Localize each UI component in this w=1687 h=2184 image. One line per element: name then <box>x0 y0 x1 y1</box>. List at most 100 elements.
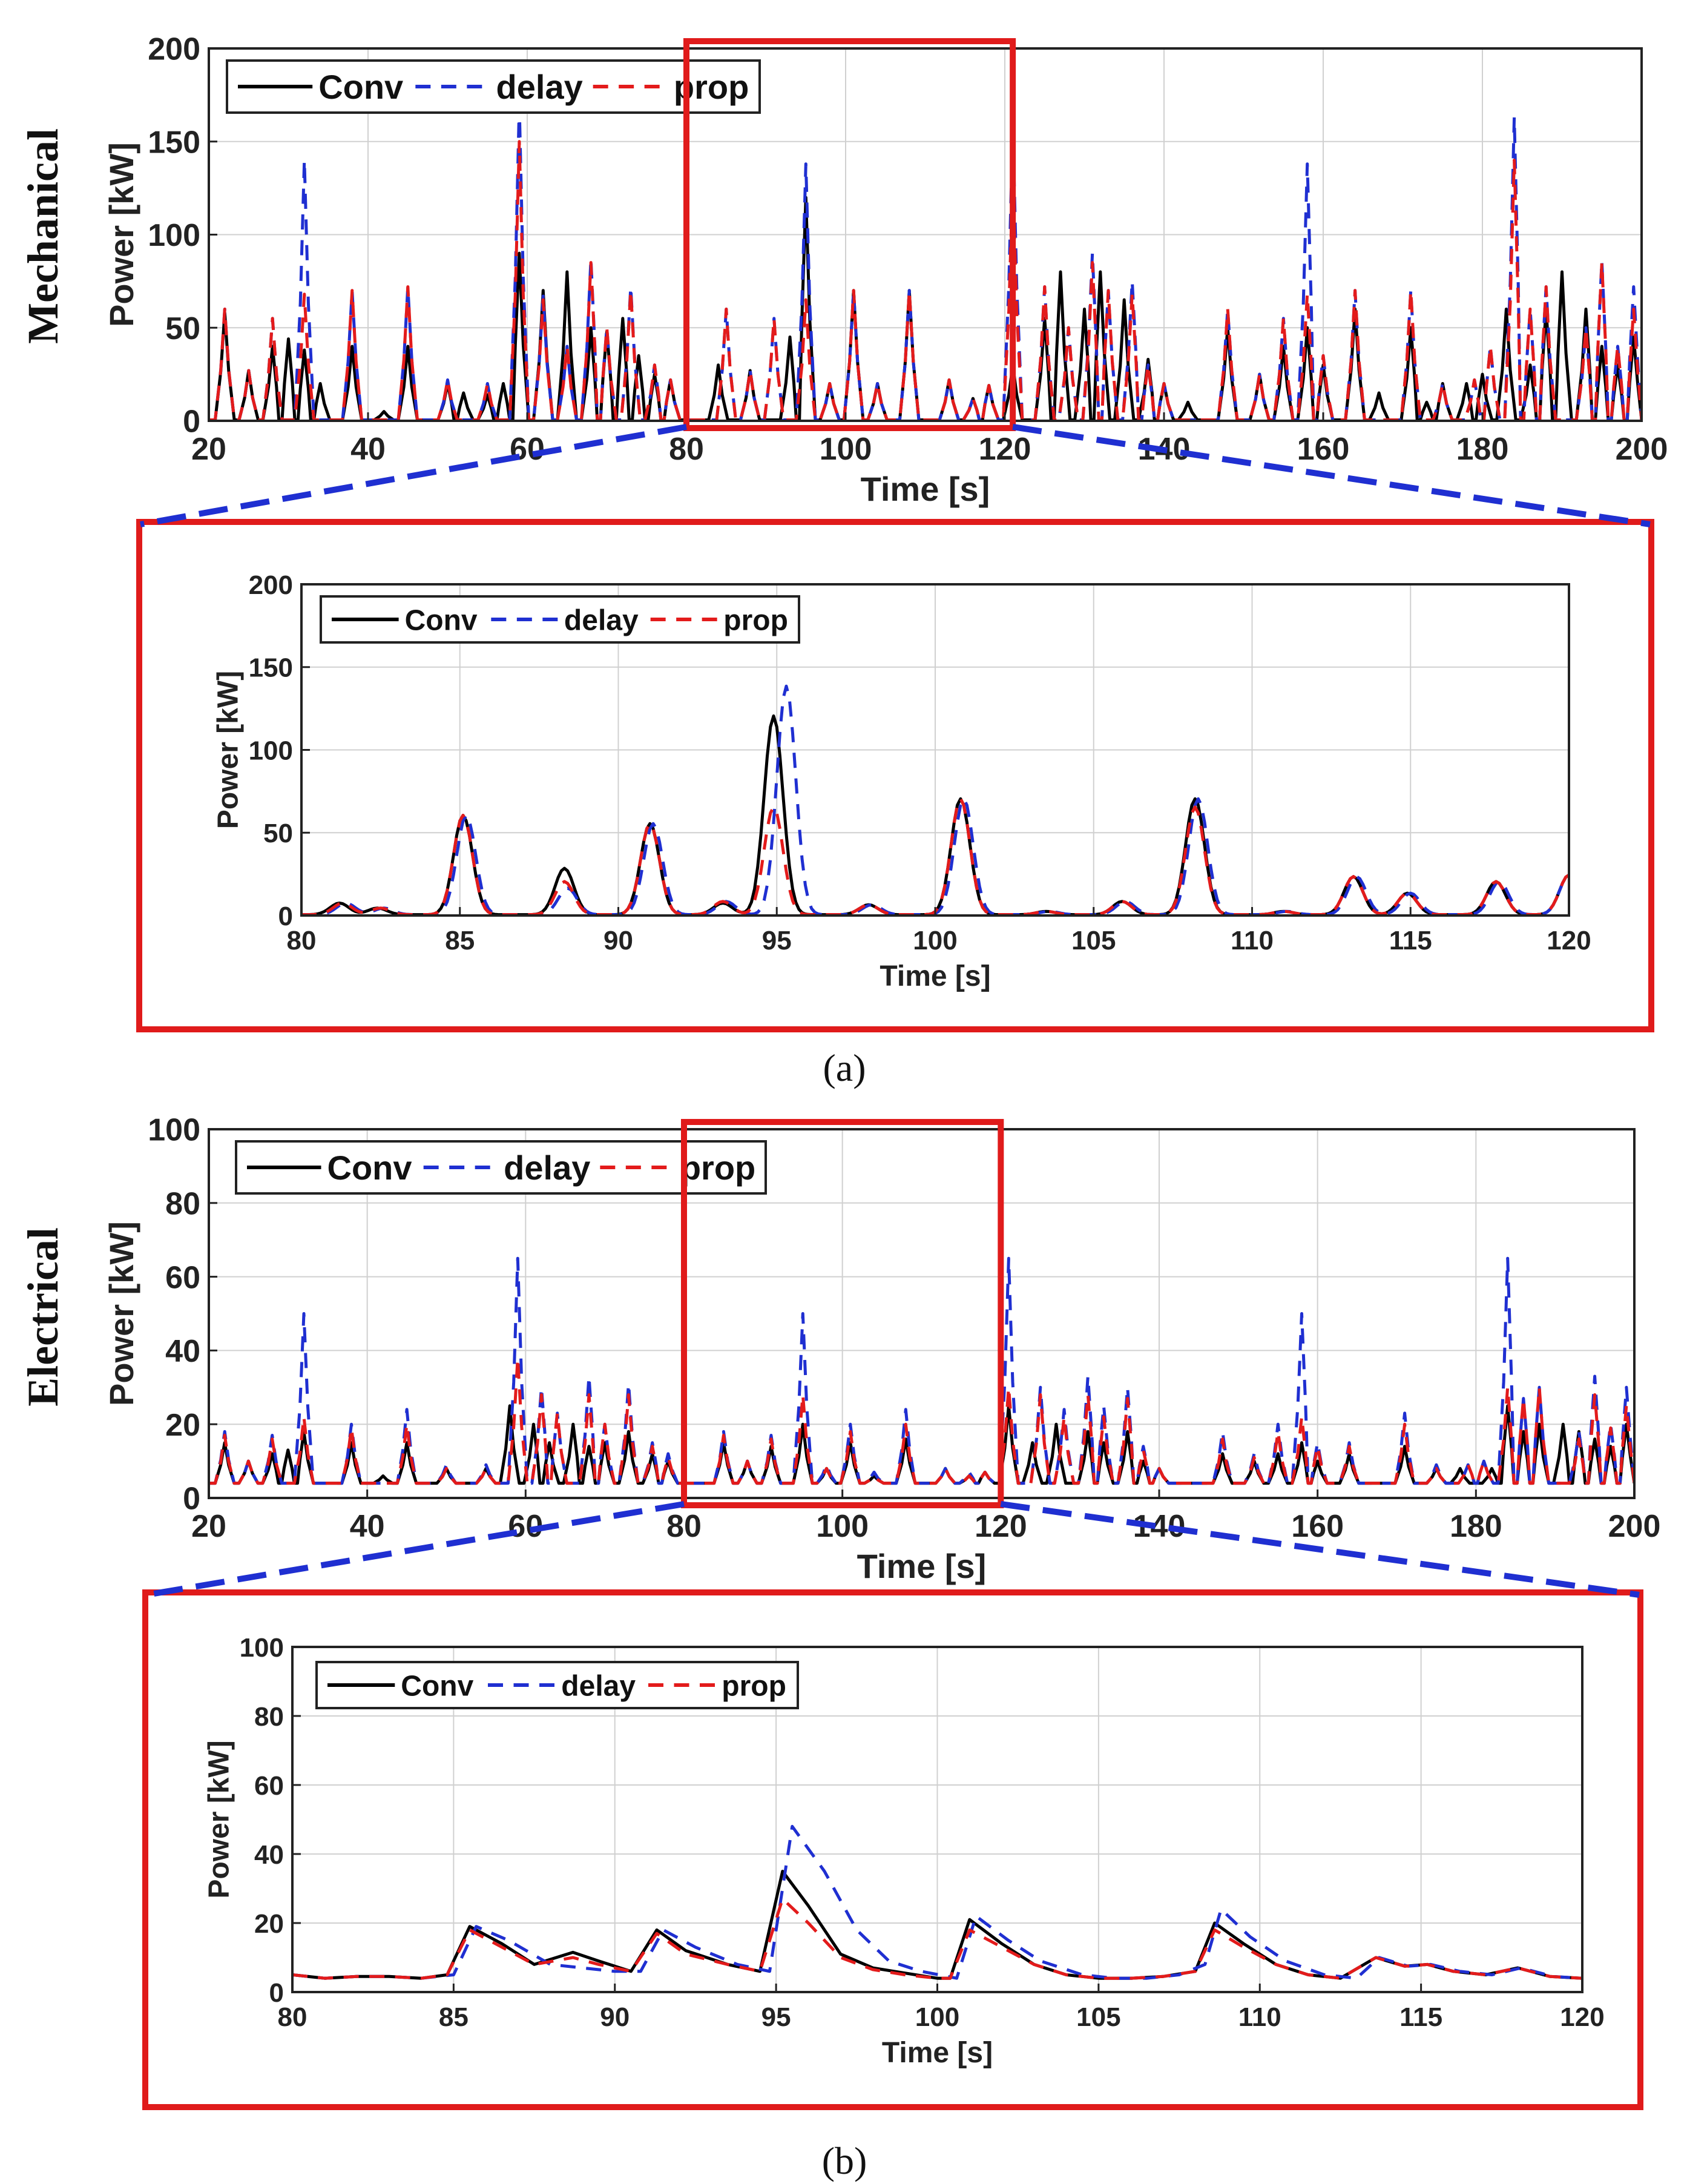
legend-label-delay: delay <box>564 604 639 636</box>
x-tick-label: 105 <box>1071 926 1116 955</box>
series-line-prop <box>209 1356 1634 1485</box>
x-tick-label: 85 <box>439 2002 469 2032</box>
x-tick-label: 115 <box>1399 2002 1442 2032</box>
y-tick-label: 60 <box>165 1260 200 1295</box>
y-tick-label: 0 <box>183 1482 200 1517</box>
x-axis-label: Time [s] <box>861 470 990 508</box>
legend-box <box>235 1140 767 1195</box>
y-tick-label: 40 <box>254 1840 284 1870</box>
zoom-frame-a <box>136 519 1654 1032</box>
caption-b: (b) <box>822 2139 867 2182</box>
legend-label-delay: delay <box>504 1149 590 1187</box>
y-tick-label: 100 <box>240 1633 284 1663</box>
x-tick-label: 120 <box>1547 926 1591 955</box>
chart-mech_zoom: 80 85 90 95 100 105 110 115 120 0 50 100 150 200 Time … <box>212 570 1591 992</box>
legend: Conv delay prop <box>320 595 800 644</box>
x-tick-label: 20 <box>191 1509 226 1544</box>
x-axis-label: Time [s] <box>880 960 990 992</box>
x-tick-label: 90 <box>603 926 633 955</box>
x-tick-label: 95 <box>762 926 792 955</box>
y-axis-label: Power [kW] <box>212 671 244 829</box>
x-tick-label: 40 <box>350 432 386 467</box>
series-line-prop <box>209 140 1642 421</box>
y-tick-label: 200 <box>249 570 293 600</box>
x-tick-label: 120 <box>979 432 1031 467</box>
y-tick-label: 0 <box>183 404 200 440</box>
x-axis-label: Time [s] <box>857 1547 987 1585</box>
chart-elec_zoom: 80 85 90 95 100 105 110 115 120 0 20 40 60 80 100 Time … <box>203 1633 1604 2069</box>
y-tick-label: 40 <box>165 1334 200 1369</box>
axes-box <box>208 1128 1636 1499</box>
y-tick-label: 20 <box>165 1408 200 1443</box>
x-tick-label: 80 <box>669 432 704 467</box>
x-tick-label: 160 <box>1291 1509 1344 1544</box>
y-tick-label: 80 <box>165 1187 200 1222</box>
x-tick-label: 90 <box>600 2002 630 2032</box>
series-line-prop <box>292 1897 1582 1980</box>
y-tick-label: 60 <box>254 1771 284 1801</box>
y-tick-label: 150 <box>249 653 293 683</box>
legend-label-conv: Conv <box>318 68 403 106</box>
panel-a: 20406080100120140160180200050100150200Ti… <box>102 32 1668 1032</box>
row-label-electrical: Electrical <box>19 1227 67 1407</box>
legend-label-prop: prop <box>680 1149 755 1187</box>
y-tick-label: 150 <box>148 125 200 160</box>
y-tick-label: 50 <box>165 311 200 346</box>
x-tick-label: 110 <box>1231 926 1274 955</box>
x-tick-label: 95 <box>761 2002 791 2032</box>
x-tick-label: 100 <box>913 926 957 955</box>
y-tick-label: 0 <box>269 1978 284 2008</box>
x-tick-label: 80 <box>278 2002 307 2032</box>
y-tick-label: 0 <box>278 902 293 931</box>
x-tick-label: 120 <box>975 1509 1027 1544</box>
chart-mech_full: 20406080100120140160180200050100150200Ti… <box>102 32 1668 508</box>
x-tick-label: 115 <box>1389 926 1432 955</box>
y-tick-label: 50 <box>263 819 293 848</box>
zoom-highlight-box <box>683 38 1016 431</box>
x-tick-label: 85 <box>445 926 475 955</box>
series-group <box>209 1256 1634 1485</box>
zoom-connector-left <box>140 424 687 527</box>
y-tick-label: 80 <box>254 1702 284 1732</box>
y-tick-label: 200 <box>148 32 200 67</box>
legend: Conv delay prop <box>226 59 761 114</box>
x-tick-label: 40 <box>350 1509 385 1544</box>
legend-label-prop: prop <box>723 604 788 636</box>
chart-elec_full: 20 40 60 80 100 120 140 160 180 200020406080100Ti… <box>102 1113 1660 1585</box>
caption-a: (a) <box>823 1046 866 1089</box>
x-tick-label: 105 <box>1076 2002 1120 2032</box>
y-tick-label: 20 <box>254 1909 284 1939</box>
zoom-connector-right <box>1000 1501 1640 1598</box>
zoom-connector-left <box>146 1501 685 1598</box>
legend-label-conv: Conv <box>405 604 478 636</box>
y-axis-label: Power [kW] <box>102 142 140 327</box>
x-tick-label: 100 <box>820 432 872 467</box>
x-tick-label: 110 <box>1238 2002 1281 2032</box>
x-tick-label: 80 <box>666 1509 702 1544</box>
x-tick-label: 100 <box>816 1509 869 1544</box>
panel-b: 20 40 60 80 100 120 140 160 180 200020406080100Ti… <box>102 1113 1660 2110</box>
x-tick-label: 200 <box>1608 1509 1661 1544</box>
legend-label-delay: delay <box>496 68 583 106</box>
x-tick-label: 80 <box>287 926 317 955</box>
x-tick-label: 180 <box>1456 432 1509 467</box>
x-tick-label: 20 <box>191 432 226 467</box>
legend-label-delay: delay <box>561 1670 636 1702</box>
legend-label-prop: prop <box>722 1670 786 1702</box>
series-group <box>292 1824 1582 1980</box>
x-axis-label: Time [s] <box>882 2037 993 2069</box>
y-tick-label: 100 <box>148 218 200 253</box>
y-axis-label: Power [kW] <box>203 1740 235 1898</box>
row-label-mechanical: Mechanical <box>19 128 67 344</box>
legend-box <box>315 1661 799 1709</box>
y-axis-label: Power [kW] <box>102 1221 140 1406</box>
x-tick-label: 200 <box>1616 432 1668 467</box>
legend: Conv delay prop <box>315 1661 799 1709</box>
legend-box <box>226 59 761 114</box>
legend-label-conv: Conv <box>327 1149 412 1187</box>
legend-box <box>320 595 800 644</box>
legend: Conv delay prop <box>235 1140 767 1195</box>
x-tick-label: 120 <box>1560 2002 1604 2032</box>
series-line-delay <box>209 1256 1634 1485</box>
